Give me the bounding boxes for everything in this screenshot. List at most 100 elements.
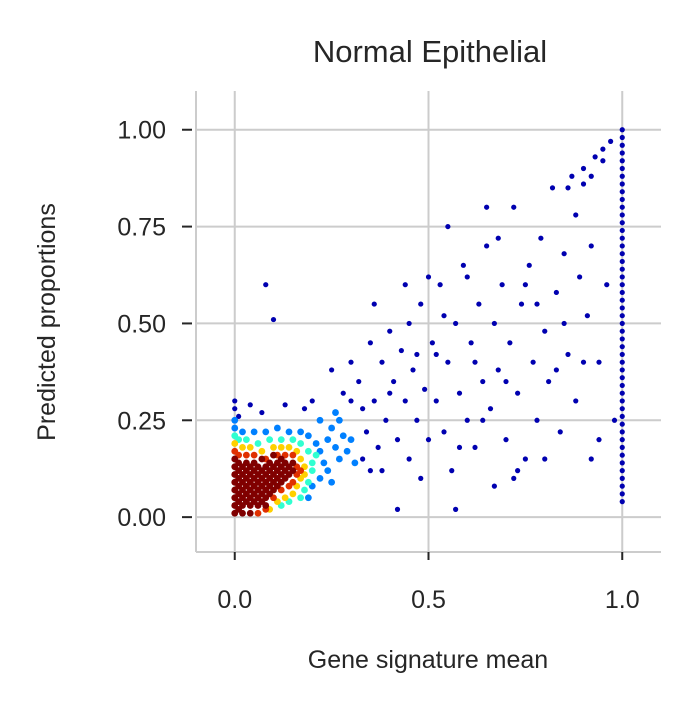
data-point — [480, 378, 486, 385]
data-point — [619, 305, 625, 311]
data-point — [619, 289, 625, 296]
data-point — [394, 506, 401, 512]
data-point — [604, 282, 610, 288]
data-point — [619, 266, 625, 272]
data-point — [387, 328, 393, 334]
data-point — [580, 359, 587, 365]
data-point — [569, 173, 575, 179]
data-point — [619, 189, 625, 195]
data-point — [301, 486, 308, 494]
data-point — [231, 424, 239, 432]
data-point — [258, 447, 266, 455]
data-point — [437, 282, 443, 288]
data-point — [468, 340, 474, 346]
data-point — [464, 417, 470, 423]
data-point — [619, 204, 625, 210]
y-tick-label: 0.00 — [117, 504, 166, 532]
data-point — [254, 440, 262, 447]
data-point — [619, 150, 625, 156]
data-point — [332, 444, 339, 451]
scatter-points — [231, 127, 625, 517]
data-point — [246, 444, 254, 451]
data-point — [297, 440, 305, 447]
data-point — [304, 432, 312, 440]
data-point — [511, 475, 517, 481]
data-point — [619, 398, 625, 404]
data-point — [619, 336, 625, 342]
data-point — [588, 243, 594, 249]
data-point — [367, 340, 373, 346]
data-point — [619, 444, 625, 451]
axes — [182, 91, 661, 560]
data-point — [239, 444, 246, 451]
data-point — [351, 459, 359, 467]
data-point — [522, 282, 528, 288]
data-point — [360, 456, 366, 462]
data-point — [418, 475, 424, 481]
data-point — [453, 506, 459, 512]
data-point — [619, 282, 625, 288]
data-point — [246, 509, 254, 517]
data-point — [371, 301, 377, 307]
data-point — [258, 455, 266, 463]
data-point — [339, 432, 347, 440]
data-point — [491, 483, 497, 489]
data-point — [484, 243, 490, 249]
data-point — [289, 467, 297, 475]
data-point — [484, 204, 490, 210]
data-point — [235, 459, 243, 467]
data-point — [495, 367, 501, 373]
data-point — [263, 282, 269, 288]
data-point — [414, 417, 420, 423]
data-point — [596, 359, 602, 365]
data-point — [285, 444, 293, 451]
data-point — [239, 509, 246, 517]
x-tick-label: 1.0 — [605, 586, 640, 614]
data-point — [250, 428, 258, 436]
data-point — [270, 316, 277, 323]
data-point — [538, 235, 544, 241]
data-point — [619, 173, 625, 179]
data-point — [476, 301, 482, 307]
data-point — [379, 468, 385, 474]
data-point — [242, 451, 250, 459]
data-point — [619, 320, 625, 327]
data-point — [491, 320, 497, 327]
x-tick-label: 0.0 — [217, 586, 252, 614]
data-point — [561, 320, 567, 327]
data-point — [480, 417, 486, 423]
data-point — [472, 444, 478, 451]
x-axis-label: Gene signature mean — [308, 646, 548, 674]
data-point — [453, 320, 459, 327]
data-point — [542, 328, 548, 334]
data-point — [406, 456, 412, 462]
data-point — [511, 204, 517, 210]
data-point — [619, 344, 625, 350]
data-point — [402, 398, 408, 404]
data-point — [308, 459, 316, 467]
data-point — [254, 509, 262, 517]
data-point — [530, 359, 536, 365]
data-point — [499, 282, 505, 288]
data-point — [254, 502, 262, 509]
y-tick-label: 1.00 — [117, 117, 166, 145]
data-point — [503, 437, 509, 443]
data-point — [301, 406, 308, 412]
data-point — [383, 417, 389, 423]
data-point — [445, 223, 451, 230]
data-point — [619, 421, 625, 427]
data-point — [414, 351, 420, 358]
data-point — [406, 320, 412, 327]
data-point — [600, 158, 606, 164]
data-point — [324, 436, 332, 444]
data-point — [387, 390, 393, 396]
data-point — [619, 351, 625, 358]
data-point — [289, 451, 297, 459]
data-point — [425, 437, 432, 443]
data-point — [329, 367, 335, 373]
data-point — [619, 181, 625, 187]
data-point — [456, 390, 463, 396]
data-point — [553, 289, 559, 296]
data-point — [429, 340, 435, 346]
data-point — [619, 460, 625, 466]
